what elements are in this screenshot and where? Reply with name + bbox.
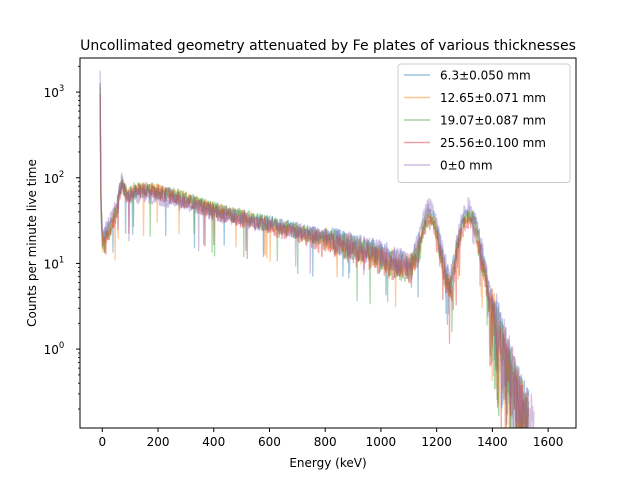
series-line — [99, 84, 529, 428]
x-tick-label: 1200 — [421, 435, 452, 449]
legend-label: 19.07±0.087 mm — [440, 114, 546, 128]
y-tick-label: 103 — [44, 84, 65, 100]
legend-label: 12.65±0.071 mm — [440, 91, 546, 105]
x-tick-label: 200 — [147, 435, 170, 449]
x-tick-label: 1400 — [477, 435, 508, 449]
y-axis-label: Counts per minute live time — [25, 159, 39, 327]
series-layer — [99, 70, 535, 428]
series-line — [99, 87, 530, 428]
x-tick-label: 1600 — [533, 435, 564, 449]
series-line — [99, 70, 535, 428]
plot-area: 0 200 400 600 800 1000 1200 1400 1600 1001011021… — [44, 57, 577, 449]
y-tick-label: 102 — [44, 170, 65, 186]
legend: 6.3±0.050 mm 12.65±0.071 mm 19.07±0.087 mm… — [397, 63, 571, 183]
legend-label: 0±0 mm — [440, 159, 493, 173]
x-axis-label: Energy (keV) — [289, 456, 366, 470]
series-line — [99, 82, 530, 428]
x-axis-ticks: 0 200 400 600 800 1000 1200 1400 1600 — [98, 428, 563, 449]
x-tick-label: 0 — [98, 435, 106, 449]
y-axis-ticks: 100 101 102 103 — [44, 65, 80, 410]
legend-label: 25.56±0.100 mm — [440, 136, 546, 150]
x-tick-label: 1000 — [366, 435, 397, 449]
x-tick-label: 800 — [314, 435, 337, 449]
chart-title: Uncollimated geometry attenuated by Fe p… — [80, 38, 576, 54]
y-tick-label: 100 — [44, 341, 65, 357]
legend-label: 6.3±0.050 mm — [440, 69, 531, 83]
axes-frame — [79, 57, 577, 429]
x-tick-label: 600 — [258, 435, 281, 449]
y-tick-label: 101 — [44, 255, 65, 271]
legend-box — [397, 63, 571, 183]
x-tick-label: 400 — [202, 435, 225, 449]
series-line — [99, 93, 530, 428]
